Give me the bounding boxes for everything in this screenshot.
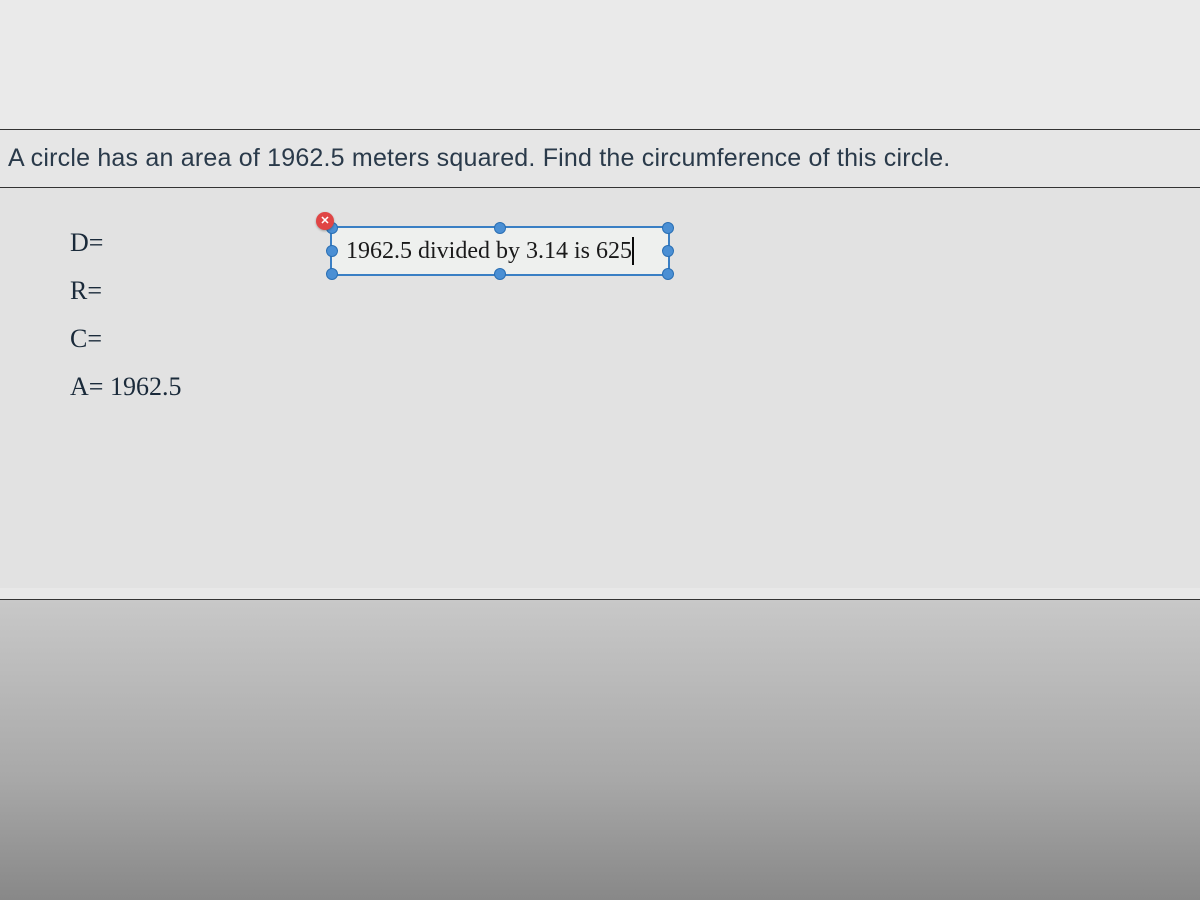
text-cursor — [632, 237, 634, 265]
resize-handle-ml[interactable] — [326, 245, 338, 257]
resize-handle-bl[interactable] — [326, 268, 338, 280]
variable-a: A= 1962.5 — [70, 372, 1200, 402]
desk-surface — [0, 600, 1200, 900]
resize-handle-tm[interactable] — [494, 222, 506, 234]
question-cell: A circle has an area of 1962.5 meters sq… — [0, 130, 1200, 188]
worksheet-panel: A circle has an area of 1962.5 meters sq… — [0, 0, 1200, 600]
annotation-textbox-wrapper[interactable]: 1962.5 divided by 3.14 is 625 ✕ — [330, 226, 670, 276]
resize-handle-tr[interactable] — [662, 222, 674, 234]
variable-r: R= — [70, 276, 1200, 306]
resize-handle-br[interactable] — [662, 268, 674, 280]
resize-handle-bm[interactable] — [494, 268, 506, 280]
annotation-textbox[interactable]: 1962.5 divided by 3.14 is 625 — [330, 226, 670, 276]
close-icon[interactable]: ✕ — [316, 212, 334, 230]
resize-handle-mr[interactable] — [662, 245, 674, 257]
variable-c: C= — [70, 324, 1200, 354]
work-area[interactable]: D= R= C= A= 1962.5 1962.5 divided by 3.1… — [0, 188, 1200, 588]
question-text: A circle has an area of 1962.5 meters sq… — [8, 144, 1190, 173]
upper-empty-cell — [0, 0, 1200, 130]
annotation-text[interactable]: 1962.5 divided by 3.14 is 625 — [346, 238, 632, 265]
